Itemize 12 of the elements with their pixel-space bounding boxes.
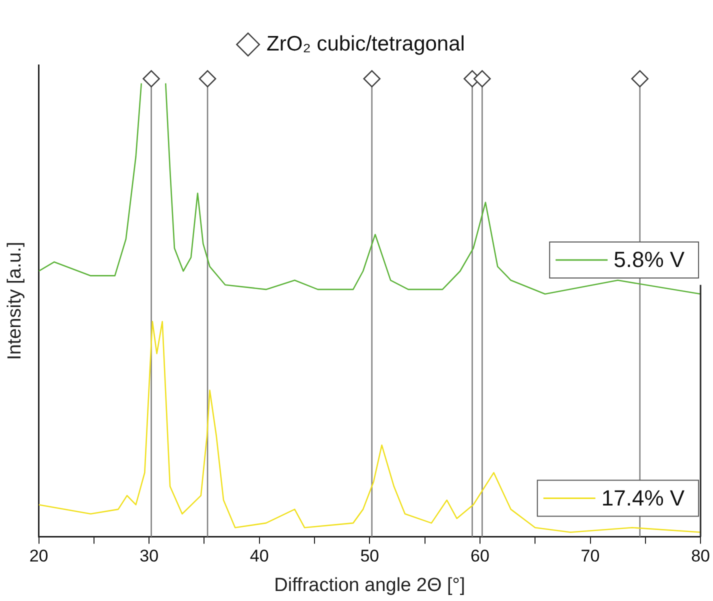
x-tick-label: 40: [250, 546, 269, 566]
x-axis-title: Diffraction angle 2Θ [°]: [274, 574, 466, 596]
legend-label: 5.8% V: [614, 247, 685, 272]
x-tick-label: 50: [360, 546, 380, 566]
x-tick-label: 60: [470, 546, 490, 566]
legend-label: 17.4% V: [601, 485, 685, 510]
y-axis-title: Intensity [a.u.]: [4, 242, 26, 360]
x-tick-label: 20: [29, 546, 48, 566]
x-tick-label: 80: [691, 546, 710, 566]
x-tick-label: 30: [140, 546, 159, 566]
legend-label: ZrO₂ cubic/tetragonal: [266, 32, 465, 56]
x-tick-label: 70: [580, 546, 600, 566]
